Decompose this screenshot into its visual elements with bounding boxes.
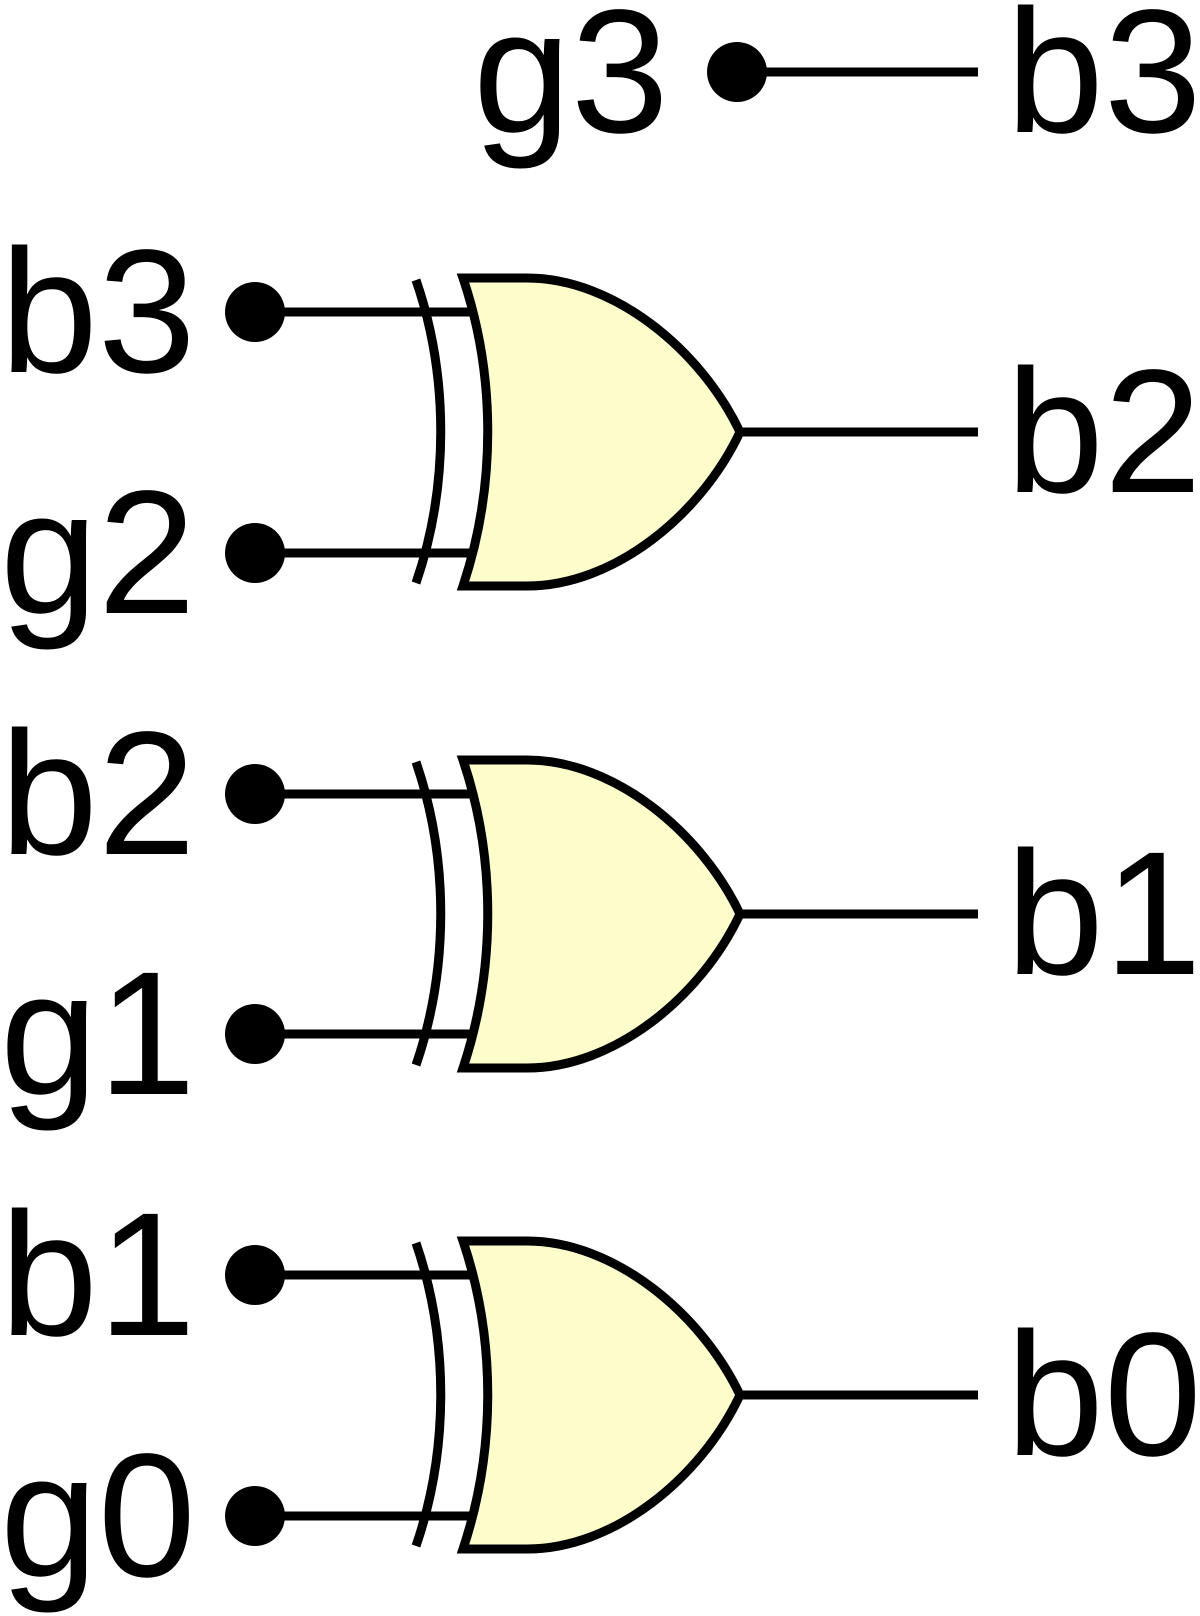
xor-gate-2-body	[456, 755, 745, 1073]
passthrough-output-label: b3	[1006, 0, 1200, 170]
xor-gate-3-body	[456, 1236, 745, 1554]
gate2-input-b-label: g1	[0, 936, 196, 1132]
gate3-input-b-label: g0	[0, 1418, 196, 1614]
xor-gate-1-group: b3 g2 b2	[0, 214, 1200, 651]
xor-gate-3-group: b1 g0 b0	[0, 1177, 1200, 1614]
gate1-input-a-label: b3	[0, 214, 196, 410]
xor-gate-2-group: b2 g1 b1	[0, 696, 1200, 1132]
gate3-output-label: b0	[1006, 1297, 1200, 1493]
gate1-input-b-label: g2	[0, 455, 196, 651]
xor-gate-1-body	[456, 273, 745, 591]
xor-gate-1-input-arc	[411, 278, 446, 585]
xor-gate-3-input-arc	[411, 1241, 446, 1548]
gate2-output-label: b1	[1006, 816, 1200, 1012]
gate3-input-a-label: b1	[0, 1177, 196, 1373]
xor-gate-2-input-arc	[411, 760, 446, 1067]
passthrough-wire-group: g3 b3	[473, 0, 1200, 170]
passthrough-input-label: g3	[473, 0, 669, 170]
gate2-input-a-label: b2	[0, 696, 196, 892]
gate1-output-label: b2	[1006, 334, 1200, 530]
